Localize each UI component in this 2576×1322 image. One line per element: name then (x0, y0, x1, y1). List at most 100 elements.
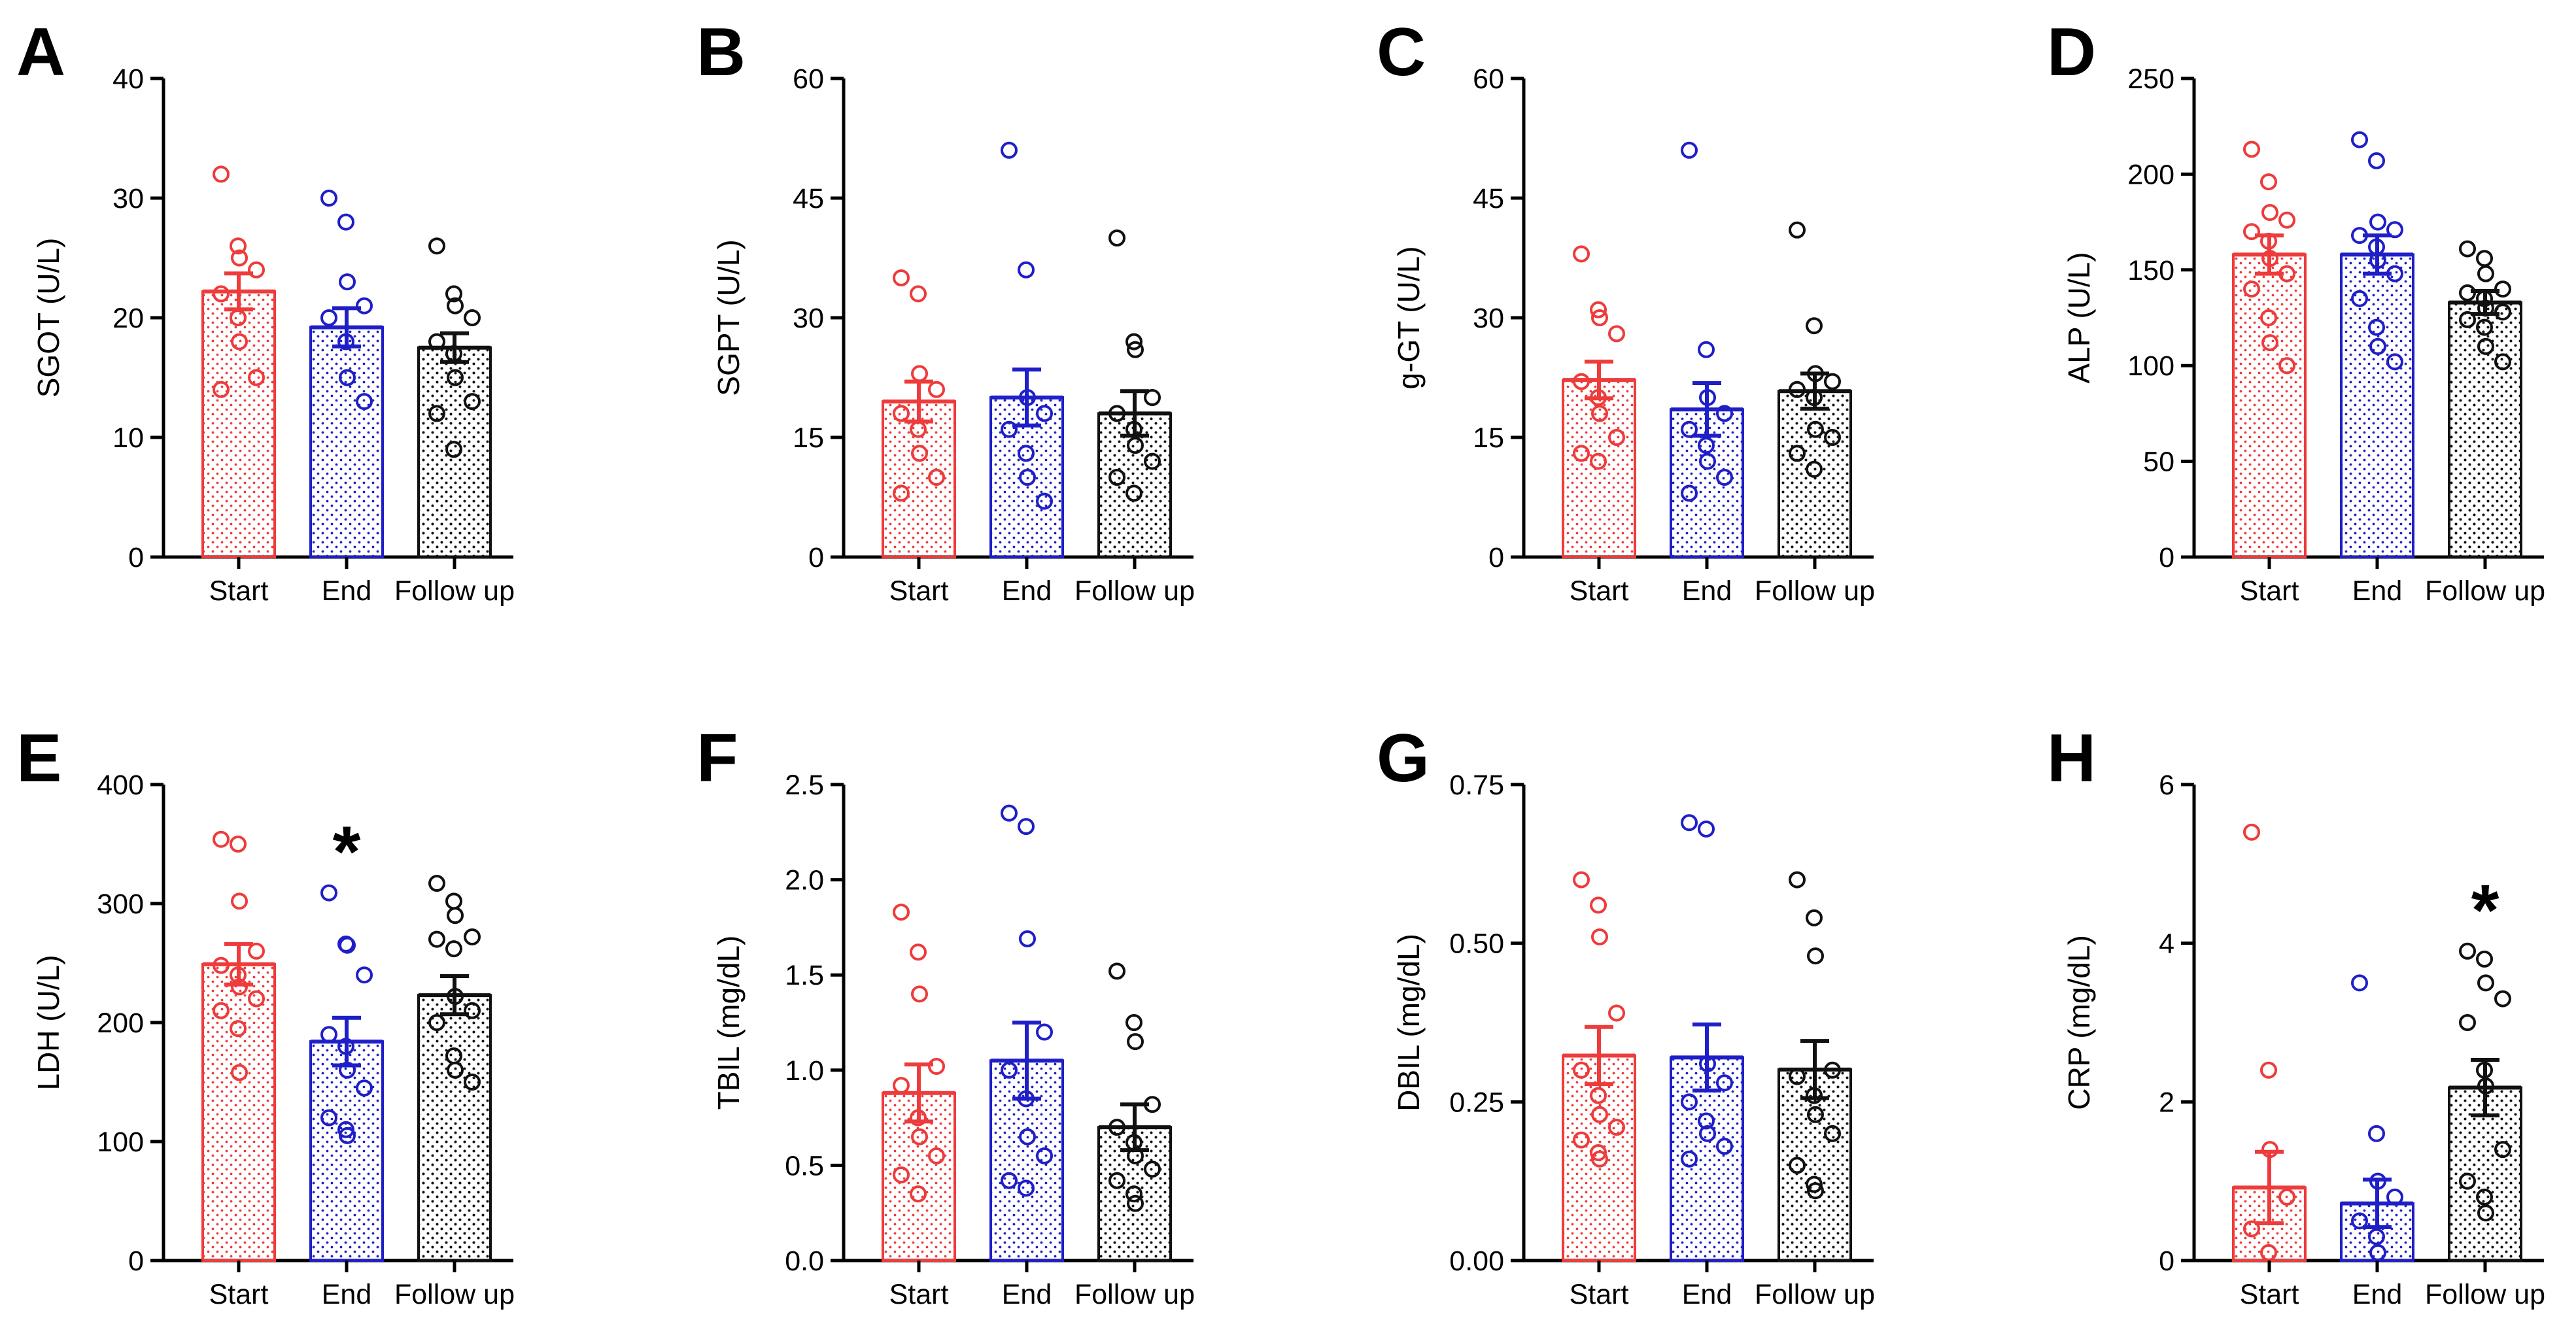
data-point (428, 930, 445, 948)
data-point (1108, 962, 1125, 980)
y-axis-title: ALP (U/L) (2062, 252, 2096, 383)
y-tick-label: 0.25 (1449, 1087, 1504, 1118)
x-tick-label: Follow up (1074, 1279, 1195, 1310)
data-point (2243, 1220, 2260, 1238)
y-tick-label: 0.5 (785, 1150, 824, 1181)
data-point (1036, 405, 1053, 422)
panel-letter: E (16, 720, 61, 796)
data-point (1824, 1125, 1841, 1142)
panel-letter: C (1377, 14, 1426, 90)
y-tick-label: 6 (2159, 770, 2174, 801)
x-tick-label: Follow up (394, 1279, 515, 1310)
data-point (1807, 420, 1824, 438)
data-point (1681, 1093, 1698, 1111)
y-tick-label: 1.5 (785, 960, 824, 991)
data-point (1806, 1176, 1823, 1193)
x-tick-label: Start (1570, 1279, 1629, 1310)
data-point (2368, 1125, 2385, 1142)
y-axis-title: LDH (U/L) (31, 955, 65, 1090)
x-tick-label: Start (2240, 1279, 2299, 1310)
data-point (320, 190, 337, 207)
data-point (2261, 334, 2278, 352)
data-point (1573, 1061, 1590, 1079)
y-tick-label: 15 (793, 422, 824, 454)
data-point (1789, 445, 1806, 462)
data-point (1699, 1125, 1716, 1142)
data-point (1144, 452, 1161, 470)
x-tick-label: Follow up (2425, 575, 2545, 607)
data-point (910, 285, 927, 303)
data-point (428, 405, 445, 422)
data-point (911, 1128, 928, 1145)
data-point (1127, 1033, 1144, 1051)
y-tick-label: 30 (112, 183, 144, 214)
data-point (320, 884, 337, 902)
y-tick-label: 50 (2143, 447, 2174, 478)
data-point (447, 369, 464, 386)
data-point (2459, 240, 2476, 258)
data-point (1127, 1195, 1144, 1212)
data-point (2243, 280, 2260, 298)
panel-h: H 0 2 4 6 CRP (mg/dL) Start End Follow up * (2047, 720, 2545, 1310)
data-point (1108, 229, 1125, 246)
data-point (2477, 265, 2494, 282)
data-point (1573, 871, 1590, 889)
y-tick-label: 200 (2127, 159, 2174, 190)
data-point (2351, 290, 2368, 307)
data-point (1608, 1119, 1625, 1136)
data-point (1125, 333, 1142, 350)
data-point (1716, 1074, 1733, 1092)
y-tick-label: 45 (1473, 183, 1504, 214)
data-point (893, 1077, 910, 1094)
data-point (2243, 141, 2260, 158)
data-point (2477, 337, 2494, 355)
data-point (1824, 429, 1841, 446)
x-tick-label: Follow up (1755, 575, 1875, 607)
data-point (2368, 1228, 2385, 1246)
x-tick-label: Start (2240, 575, 2299, 607)
data-point (1681, 484, 1698, 502)
data-point (428, 1014, 445, 1031)
data-point (445, 940, 462, 958)
data-point (231, 1064, 248, 1081)
panel-f: F 0.0 0.5 1.0 1.5 2.0 2.5 TBIL (mg/dL) Start End F… (696, 720, 1195, 1310)
data-point (1591, 928, 1608, 945)
panel-g: G 0.00 0.25 0.50 0.75 DBIL (mg/dL) Start End Fol… (1377, 720, 1875, 1310)
data-point (1806, 909, 1823, 926)
data-point (1716, 469, 1733, 486)
y-tick-label: 2.5 (785, 770, 824, 801)
data-point (2261, 203, 2278, 221)
data-point (428, 875, 445, 892)
y-tick-label: 1.0 (785, 1055, 824, 1087)
data-point (1001, 141, 1018, 159)
data-point (1716, 1138, 1733, 1155)
data-point (1608, 325, 1625, 343)
panel-letter: G (1377, 720, 1430, 796)
data-point (2369, 337, 2386, 355)
data-point (447, 1061, 464, 1079)
data-point (248, 261, 265, 279)
data-point (1681, 814, 1698, 832)
y-axis-title: SGPT (U/L) (712, 239, 746, 396)
panel-letter: B (696, 14, 746, 90)
bar-start (201, 290, 276, 558)
data-point (339, 369, 356, 386)
bar-end (309, 1040, 384, 1262)
bar-follow (1777, 390, 1852, 558)
data-point (2351, 131, 2368, 148)
data-point (910, 943, 927, 961)
x-tick-label: Start (889, 1279, 949, 1310)
y-tick-label: 10 (112, 422, 144, 454)
data-point (2260, 309, 2277, 326)
data-point (1807, 947, 1824, 965)
x-tick-label: End (322, 1279, 372, 1310)
y-tick-label: 300 (97, 889, 144, 920)
bar-start (2232, 253, 2307, 558)
data-point (1590, 1144, 1607, 1161)
data-point (893, 269, 910, 286)
x-tick-label: Start (1570, 575, 1629, 607)
y-tick-label: 0.0 (785, 1246, 824, 1277)
data-point (337, 213, 354, 231)
y-tick-label: 0.50 (1449, 928, 1504, 960)
data-point (2459, 311, 2476, 328)
